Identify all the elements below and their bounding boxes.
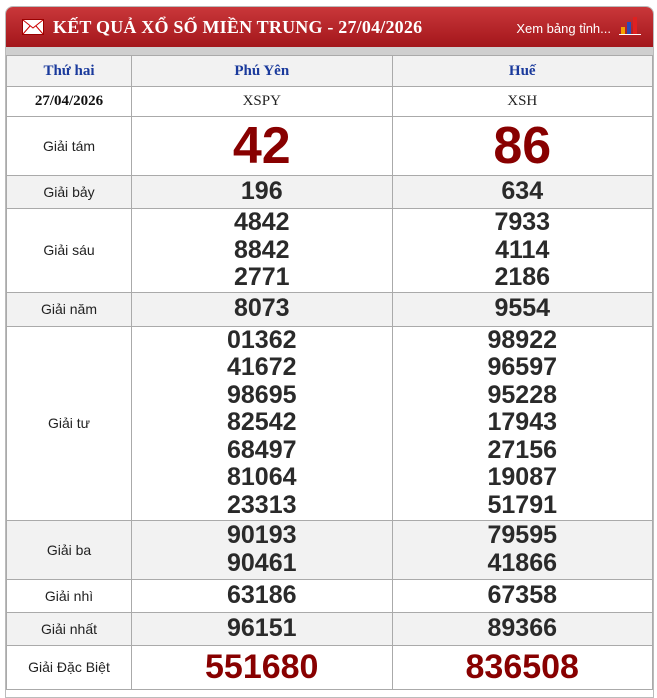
prize-cell-hue: 89366 — [391, 611, 653, 646]
prize-number: 196 — [240, 177, 283, 206]
column-header: Huế — [391, 55, 653, 87]
prize-label: Giải sáu — [6, 208, 132, 293]
prize-number: 98695 — [226, 380, 297, 409]
prize-label: Giải Đặc Biệt — [6, 644, 132, 690]
results-table: Thứ hai Phú Yên Huế 27/04/2026 XSPY XSH Giải t… — [6, 55, 653, 690]
date-cell: 27/04/2026 — [6, 86, 132, 117]
bar-chart-icon[interactable] — [619, 17, 641, 35]
prize-label: Giải tám — [6, 116, 132, 176]
prize-number: 634 — [501, 177, 544, 206]
prize-row: Giải ba 90193 90461 79595 41866 — [6, 519, 653, 580]
prize-number: 96597 — [487, 353, 558, 382]
prize-cell-hue: 98922 96597 95228 17943 27156 19087 51791 — [391, 325, 653, 521]
prize-label: Giải năm — [6, 291, 132, 327]
header-divider — [6, 47, 653, 55]
prize-cell-hue: 7933 4114 2186 — [391, 208, 653, 293]
prize-number: 7933 — [494, 208, 551, 236]
page-title: KẾT QUẢ XỔ SỐ MIỀN TRUNG - 27/04/2026 — [53, 16, 423, 37]
panel-header: KẾT QUẢ XỔ SỐ MIỀN TRUNG - 27/04/2026 Xe… — [6, 7, 653, 47]
prize-cell-phu-yen: 63186 — [131, 578, 393, 613]
prize-number: 2186 — [494, 263, 551, 291]
prize-number: 4114 — [495, 235, 550, 264]
column-header: Thứ hai — [6, 55, 132, 87]
prize-number: 9554 — [494, 294, 551, 323]
prize-number: 95228 — [487, 380, 558, 409]
prize-cell-hue: 67358 — [391, 578, 653, 613]
prize-cell-phu-yen: 551680 — [131, 644, 393, 690]
prize-cell-phu-yen: 96151 — [131, 611, 393, 646]
prize-number: 23313 — [226, 490, 297, 519]
prize-label: Giải ba — [6, 519, 132, 580]
prize-number: 96151 — [226, 613, 297, 642]
prize-number: 41672 — [226, 353, 297, 382]
prize-row: Giải năm 8073 9554 — [6, 291, 653, 327]
prize-row: Giải Đặc Biệt 551680 836508 — [6, 644, 653, 690]
prize-row: Giải nhất 96151 89366 — [6, 611, 653, 646]
prize-number: 90461 — [226, 548, 297, 577]
prize-number: 81064 — [226, 463, 297, 492]
prize-number: 51791 — [487, 490, 558, 519]
mail-icon — [22, 19, 44, 35]
prize-cell-phu-yen: 8073 — [131, 291, 393, 327]
prize-number: 63186 — [226, 580, 297, 609]
prize-number: 90193 — [226, 521, 297, 549]
column-header: Phú Yên — [131, 55, 393, 87]
prize-label: Giải tư — [6, 325, 132, 521]
prize-number: 8842 — [233, 235, 290, 264]
prize-row: Giải tư 01362 41672 98695 82542 68497 81064 233… — [6, 325, 653, 521]
prize-number: 79595 — [487, 521, 558, 549]
prize-number: 86 — [493, 117, 552, 175]
prize-label: Giải bảy — [6, 175, 132, 209]
prize-row: Giải bảy 196 634 — [6, 175, 653, 209]
view-provinces-link[interactable]: Xem bảng tỉnh... — [516, 21, 611, 36]
prize-row: Giải sáu 4842 8842 2771 7933 4114 2186 — [6, 208, 653, 293]
date-row: 27/04/2026 XSPY XSH — [6, 86, 653, 117]
prize-number: 89366 — [487, 613, 558, 642]
prize-number: 01362 — [226, 325, 297, 354]
prize-number: 41866 — [487, 548, 558, 577]
prize-cell-hue: 836508 — [391, 644, 653, 690]
date-cell: XSPY — [131, 86, 393, 117]
prize-number: 27156 — [487, 435, 558, 464]
prize-number: 68497 — [226, 435, 297, 464]
prize-cell-hue: 9554 — [391, 291, 653, 327]
prize-number: 42 — [232, 117, 291, 175]
prize-cell-phu-yen: 42 — [131, 116, 393, 176]
prize-cell-hue: 634 — [391, 175, 653, 209]
prize-cell-hue: 79595 41866 — [391, 519, 653, 580]
prize-number: 4842 — [233, 208, 290, 236]
prize-number: 8073 — [233, 294, 290, 323]
date-cell: XSH — [391, 86, 653, 117]
prize-number: 836508 — [465, 648, 579, 686]
prize-cell-phu-yen: 01362 41672 98695 82542 68497 81064 23313 — [131, 325, 393, 521]
prize-number: 98922 — [487, 325, 558, 354]
prize-row: Giải tám 42 86 — [6, 116, 653, 176]
results-panel: KẾT QUẢ XỔ SỐ MIỀN TRUNG - 27/04/2026 Xe… — [5, 6, 654, 698]
prize-number: 67358 — [487, 580, 558, 609]
prize-cell-phu-yen: 90193 90461 — [131, 519, 393, 580]
prize-number: 19087 — [487, 463, 558, 492]
table-header-row: Thứ hai Phú Yên Huế — [6, 55, 653, 87]
prize-row: Giải nhì 63186 67358 — [6, 578, 653, 613]
prize-cell-phu-yen: 4842 8842 2771 — [131, 208, 393, 293]
prize-number: 2771 — [233, 263, 290, 291]
prize-number: 551680 — [205, 648, 319, 686]
prize-label: Giải nhất — [6, 611, 132, 646]
prize-cell-phu-yen: 196 — [131, 175, 393, 209]
prize-cell-hue: 86 — [391, 116, 653, 176]
prize-label: Giải nhì — [6, 578, 132, 613]
prize-number: 82542 — [226, 408, 297, 437]
prize-number: 17943 — [487, 408, 558, 437]
